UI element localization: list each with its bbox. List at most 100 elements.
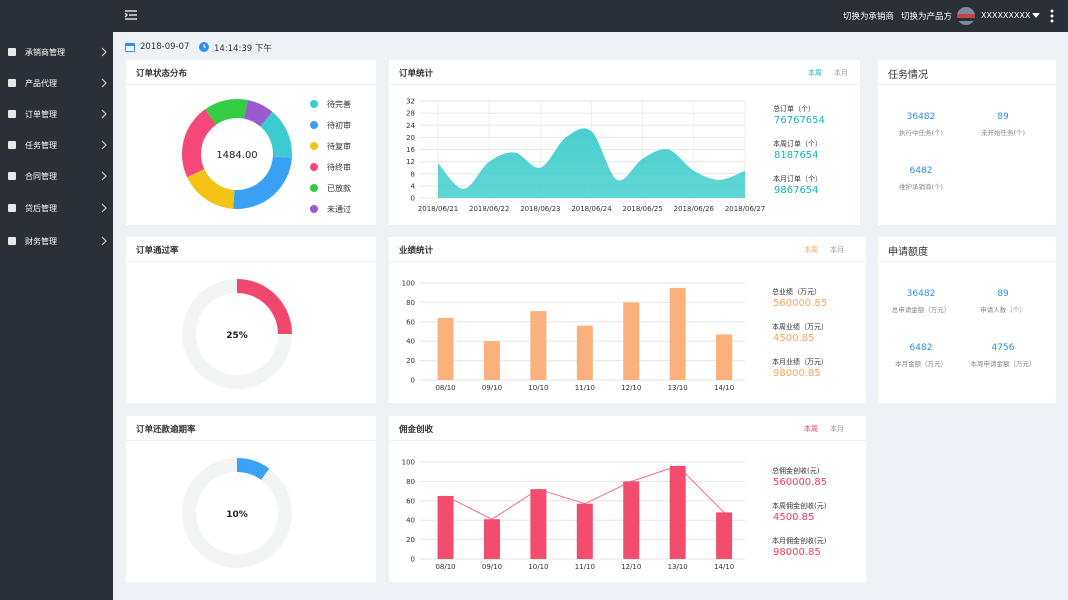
dropdown-caret[interactable] <box>1032 12 1040 20</box>
panel-title: 佣金创收 <box>399 425 434 435</box>
stat-value: 560000.85 <box>773 298 828 309</box>
x-tick-label: 14/10 <box>714 384 734 392</box>
avatar[interactable] <box>956 6 976 26</box>
chart <box>8 47 107 57</box>
switch-link[interactable]: 切换为产品方 <box>901 12 953 22</box>
y-tick-label: 100 <box>402 280 415 288</box>
pie-slice <box>204 99 248 125</box>
chart: 0 20 40 60 80 100 08/10 09/10 10/10 11/10 12/10 13/… <box>402 280 745 392</box>
x-tick-label: 2018/06/24 <box>571 205 612 213</box>
chart <box>8 140 107 150</box>
legend-label: 待复审 <box>327 141 351 151</box>
panel-title: 申请额度 <box>888 247 928 258</box>
stat-value: 76767654 <box>774 115 825 126</box>
top-bar: 切换为承销商 切换为产品方 XXXXXXXXX <box>0 0 1068 32</box>
menu-icon <box>8 237 16 245</box>
menu-toggle[interactable] <box>124 9 138 21</box>
user-name[interactable]: XXXXXXXXX <box>981 11 1031 20</box>
menu-icon <box>8 141 16 149</box>
stat-value: 4500.85 <box>773 333 815 344</box>
tab[interactable]: 本月 <box>834 69 848 77</box>
info-label: 执行中任务(个) <box>898 129 944 137</box>
bar <box>437 317 454 380</box>
legend-label: 已放款 <box>327 183 351 193</box>
legend-dot <box>310 100 318 108</box>
tab[interactable]: 本月 <box>830 425 844 433</box>
y-tick-label: 4 <box>411 182 416 190</box>
stat-value: 8187654 <box>774 150 819 161</box>
pie-slice <box>182 109 217 178</box>
chart <box>8 236 107 246</box>
x-tick-label: 13/10 <box>668 384 688 392</box>
more-menu[interactable] <box>1049 8 1055 24</box>
area <box>438 128 745 198</box>
stat-label: 本周业绩（万元） <box>772 323 828 331</box>
chart <box>8 203 107 213</box>
menu-item[interactable]: 合同管理 <box>0 167 113 185</box>
panel: 业绩统计 0 20 40 60 80 100 08/10 09/10 10/10 11/10 12/1… <box>389 237 866 403</box>
menu-item[interactable]: 财务管理 <box>0 232 113 250</box>
menu-item[interactable]: 任务管理 <box>0 136 113 154</box>
menu-item[interactable]: 承销商管理 <box>0 43 113 61</box>
menu-item[interactable]: 产品代理 <box>0 74 113 92</box>
info-label: 总申请金额（万元） <box>891 306 951 314</box>
bar <box>530 311 547 380</box>
y-tick-label: 32 <box>406 98 415 106</box>
panel-title: 任务情况 <box>888 70 928 81</box>
tab[interactable]: 本周 <box>804 246 818 254</box>
menu-label: 承销商管理 <box>25 48 65 57</box>
menu-icon <box>8 172 16 180</box>
y-tick-label: 80 <box>406 478 415 486</box>
bar <box>716 512 733 559</box>
panel: 佣金创收 0 20 40 60 80 100 08/10 09/10 10/10 11/10 12/1… <box>389 416 866 582</box>
menu-item[interactable]: 订单管理 <box>0 105 113 123</box>
title-divider <box>389 440 866 441</box>
info-label: 本月金额（万元） <box>895 360 947 368</box>
info-value: 36482 <box>906 112 936 122</box>
bar <box>437 495 454 559</box>
chart <box>8 78 107 88</box>
bar <box>576 325 593 380</box>
x-tick-label: 12/10 <box>621 563 641 571</box>
switch-link[interactable]: 切换为承销商 <box>843 12 895 22</box>
y-tick-label: 8 <box>411 170 415 178</box>
stat-label: 总佣金创收(元) <box>772 467 820 475</box>
y-tick-label: 16 <box>406 146 415 154</box>
y-tick-label: 20 <box>406 536 415 544</box>
legend-dot <box>310 205 318 213</box>
bar <box>623 481 640 559</box>
center-value: 25% <box>226 331 248 341</box>
menu-chevron <box>101 140 107 150</box>
tab[interactable]: 本周 <box>808 69 822 77</box>
panel: 订单统计 0 4 8 12 16 20 24 28 32 2018/06/21 2018/06/22 2… <box>389 60 860 225</box>
y-tick-label: 0 <box>411 195 415 203</box>
info-label: 申请人数（个） <box>980 306 1026 314</box>
tab[interactable]: 本周 <box>804 425 818 433</box>
y-tick-label: 0 <box>411 556 415 564</box>
info-label: 未开始任务(个) <box>980 129 1026 137</box>
donut-arc <box>237 458 270 480</box>
x-tick-label: 08/10 <box>435 563 455 571</box>
tab[interactable]: 本月 <box>830 246 844 254</box>
x-tick-label: 2018/06/21 <box>418 205 458 213</box>
pie-slice <box>243 100 273 127</box>
x-tick-label: 2018/06/26 <box>674 205 715 213</box>
title-divider <box>389 261 866 262</box>
line <box>445 465 725 520</box>
x-tick-label: 14/10 <box>714 563 734 571</box>
stat-label: 本周佣金创收(元) <box>772 502 827 510</box>
y-tick-label: 12 <box>406 158 415 166</box>
bar <box>623 302 640 380</box>
menu-item[interactable]: 贷后管理 <box>0 199 113 217</box>
center-text: 1484.00 <box>216 150 257 161</box>
stat-label: 本月佣金创收(元) <box>772 537 827 545</box>
y-tick-label: 60 <box>406 318 415 326</box>
bar <box>483 519 500 559</box>
stat-value: 98000.85 <box>773 547 821 558</box>
title-divider <box>878 261 1056 262</box>
menu-chevron <box>101 78 107 88</box>
title-divider <box>126 440 376 441</box>
info-value: 6482 <box>909 166 933 176</box>
bar <box>716 334 733 380</box>
